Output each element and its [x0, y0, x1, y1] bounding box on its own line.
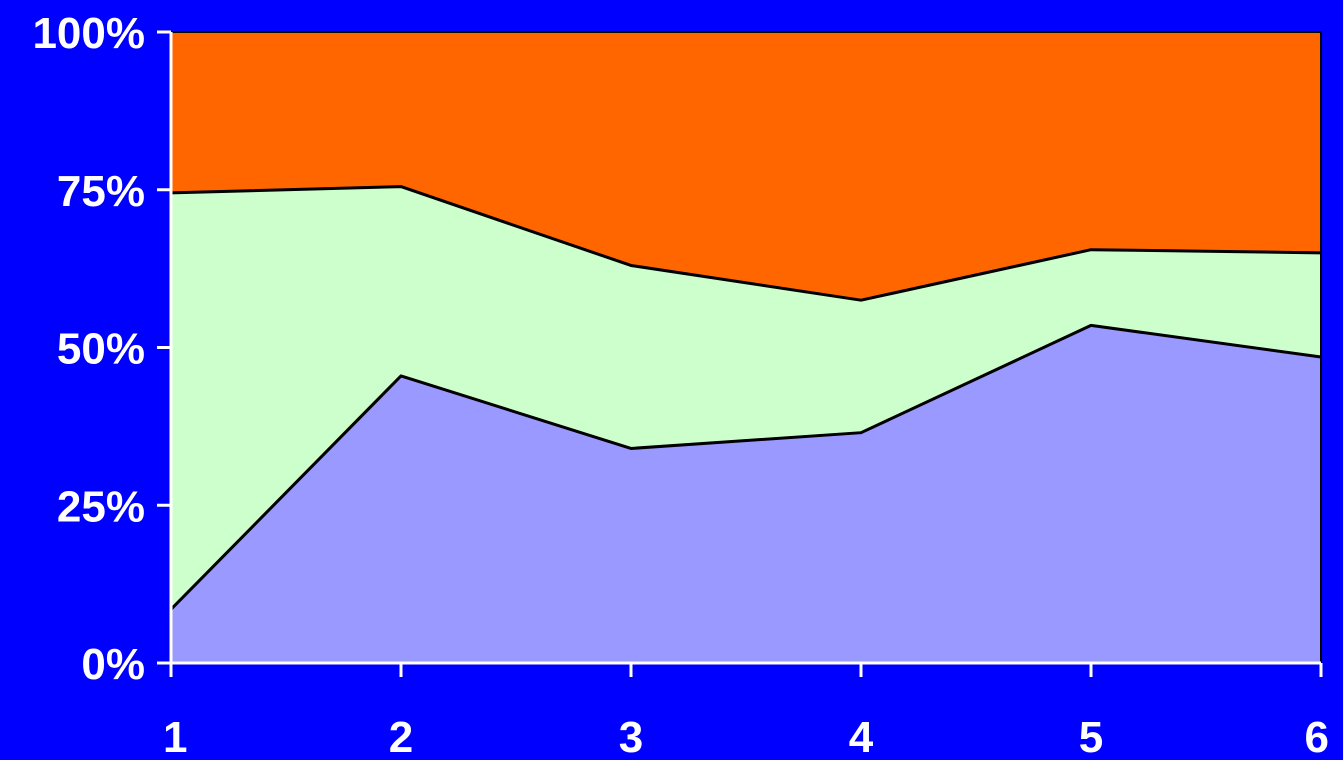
y-tick-label: 50% — [57, 325, 145, 374]
x-tick-label: 1 — [163, 713, 187, 760]
area-series-1 — [171, 325, 1321, 663]
y-axis-ticks: 0% 25% 50% 75% 100% — [32, 9, 171, 689]
y-tick-label: 0% — [81, 640, 145, 689]
series-boundary-line-2 — [170, 185, 1322, 302]
area-series-3 — [171, 32, 1321, 301]
y-tick-label: 25% — [57, 482, 145, 531]
y-tick-label: 75% — [57, 167, 145, 216]
x-tick-label: 6 — [1305, 713, 1329, 760]
x-tick-label: 4 — [849, 713, 874, 760]
series-boundary-line-1 — [169, 323, 1322, 611]
x-tick-label: 5 — [1079, 713, 1103, 760]
y-tick-label: 100% — [32, 9, 145, 58]
x-tick-label: 3 — [619, 713, 643, 760]
area-series-group — [171, 32, 1321, 663]
x-axis-ticks: 1 2 3 4 5 6 — [163, 663, 1329, 760]
area-series-2 — [171, 186, 1321, 610]
x-tick-label: 2 — [389, 713, 413, 760]
